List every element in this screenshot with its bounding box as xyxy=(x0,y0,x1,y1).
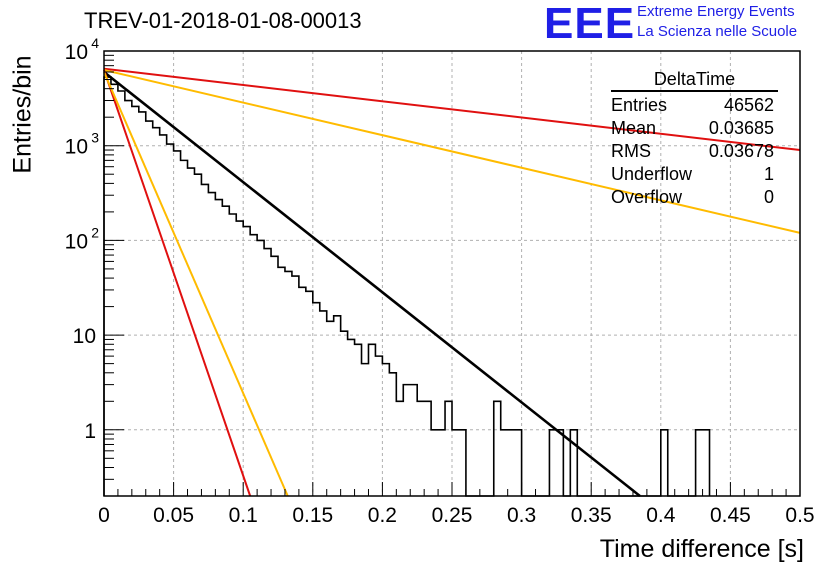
stats-label: RMS xyxy=(611,141,651,161)
logo-line-2: La Scienza nelle Scuole xyxy=(637,23,798,40)
series-line xyxy=(103,69,801,234)
y-axis-label: Entries/bin xyxy=(8,55,37,174)
y-tick-label: 10 xyxy=(65,230,88,253)
series-line xyxy=(103,69,252,497)
y-tick-label: 10 xyxy=(65,41,88,64)
axis-ticks xyxy=(103,50,801,497)
x-tick-label: 0.1 xyxy=(229,504,258,527)
y-tick-exponent: 2 xyxy=(91,224,99,240)
stats-row-rms: RMS 0.03678 xyxy=(611,140,778,163)
stats-row-entries: Entries 46562 xyxy=(611,94,778,117)
series-line xyxy=(103,71,289,497)
y-tick-label: 10 xyxy=(73,325,96,348)
x-tick-label: 0.15 xyxy=(292,504,333,527)
stats-value: 0.03678 xyxy=(708,141,774,161)
stats-row-overflow: Overflow 0 xyxy=(611,186,778,209)
stats-box: DeltaTime Entries 46562 Mean 0.03685 RMS… xyxy=(611,68,778,209)
chart-title: TREV-01-2018-01-08-00013 xyxy=(84,8,362,33)
stats-value: 0 xyxy=(763,187,774,207)
x-tick-label: 0.3 xyxy=(507,504,536,527)
stats-label: Entries xyxy=(611,95,668,115)
x-axis-label: Time difference [s] xyxy=(599,535,804,563)
x-tick-label: 0.45 xyxy=(710,504,751,527)
stats-value: 0.03685 xyxy=(708,118,774,138)
x-tick-label: 0.05 xyxy=(153,504,194,527)
fit-lines xyxy=(103,67,801,498)
stats-label: Mean xyxy=(611,118,657,138)
stats-row-mean: Mean 0.03685 xyxy=(611,117,778,140)
stats-value: 1 xyxy=(763,164,774,184)
x-tick-label: 0.5 xyxy=(785,504,814,527)
stats-row-underflow: Underflow 1 xyxy=(611,163,778,186)
logo-line-1: Extreme Energy Events xyxy=(637,3,795,20)
stats-label: Underflow xyxy=(611,164,693,184)
eee-logo: EEE xyxy=(544,0,636,48)
x-tick-label: 0.4 xyxy=(646,504,676,527)
series-line xyxy=(103,67,801,152)
stats-value: 46562 xyxy=(723,95,774,115)
x-tick-label: 0.35 xyxy=(571,504,612,527)
stats-label: Overflow xyxy=(611,187,683,207)
x-tick-label: 0 xyxy=(98,504,110,527)
x-tick-label: 0.25 xyxy=(432,504,473,527)
histogram xyxy=(103,76,711,497)
y-tick-label: 10 xyxy=(65,136,88,159)
histogram-outline xyxy=(103,76,711,497)
y-tick-exponent: 3 xyxy=(91,130,99,146)
y-tick-label: 1 xyxy=(84,420,96,443)
tick-labels: 0 0.05 0.1 0.15 0.2 0.25 0.3 0.35 0.4 0.45 0.51101… xyxy=(65,35,815,527)
y-tick-exponent: 4 xyxy=(91,35,99,51)
x-tick-label: 0.2 xyxy=(368,504,397,527)
series-line xyxy=(103,70,641,498)
stats-name: DeltaTime xyxy=(611,68,778,92)
